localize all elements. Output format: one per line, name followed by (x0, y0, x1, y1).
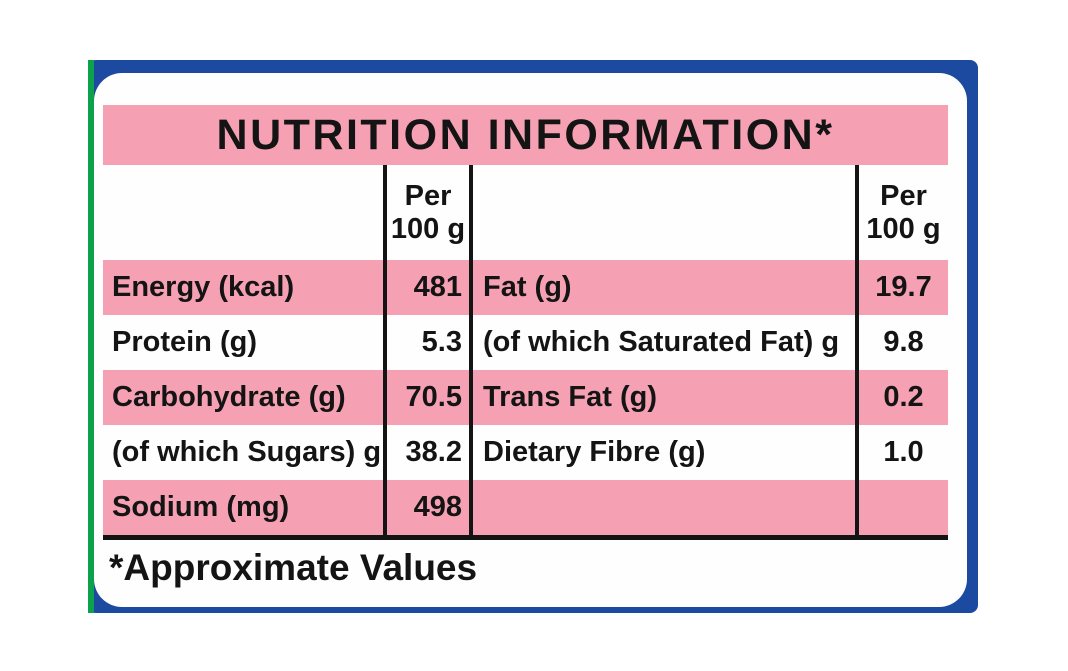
column-header-per-100g-left: Per 100 g (383, 165, 473, 260)
nutrient-name: (of which Saturated Fat) g (473, 315, 855, 370)
per-100g-label: 100 g (390, 212, 466, 245)
nutrient-value: 481 (383, 260, 473, 315)
nutrition-label-card: NUTRITION INFORMATION* Per 100 g Per 100… (94, 73, 967, 607)
nutrient-value: 38.2 (383, 425, 473, 480)
nutrient-name: Protein (g) (103, 315, 383, 370)
header-spacer-right (473, 165, 855, 260)
nutrient-name: Dietary Fibre (g) (473, 425, 855, 480)
nutrition-panel: NUTRITION INFORMATION* Per 100 g Per 100… (103, 105, 948, 589)
nutrition-title: NUTRITION INFORMATION* (103, 105, 948, 165)
nutrition-table: Per 100 g Per 100 g Energy (kcal) 481 Fa… (103, 165, 948, 540)
nutrient-name: (of which Sugars) g (103, 425, 383, 480)
nutrient-name: Fat (g) (473, 260, 855, 315)
per-label: Per (880, 180, 927, 213)
approximate-values-note: *Approximate Values (109, 547, 478, 588)
package-green-edge (88, 60, 94, 613)
nutrient-value: 1.0 (855, 425, 948, 480)
nutrient-value: 0.2 (855, 370, 948, 425)
per-100g-label: 100 g (866, 212, 941, 245)
nutrient-name: Sodium (mg) (103, 480, 383, 535)
nutrient-value: 19.7 (855, 260, 948, 315)
nutrient-value (855, 480, 948, 535)
nutrient-value: 498 (383, 480, 473, 535)
nutrient-value: 70.5 (383, 370, 473, 425)
nutrient-value: 5.3 (383, 315, 473, 370)
header-spacer-left (103, 165, 383, 260)
nutrient-name: Carbohydrate (g) (103, 370, 383, 425)
per-label: Per (404, 180, 452, 213)
column-header-per-100g-right: Per 100 g (855, 165, 948, 260)
nutrient-value: 9.8 (855, 315, 948, 370)
nutrient-name (473, 480, 855, 535)
nutrient-name: Energy (kcal) (103, 260, 383, 315)
nutrient-name: Trans Fat (g) (473, 370, 855, 425)
